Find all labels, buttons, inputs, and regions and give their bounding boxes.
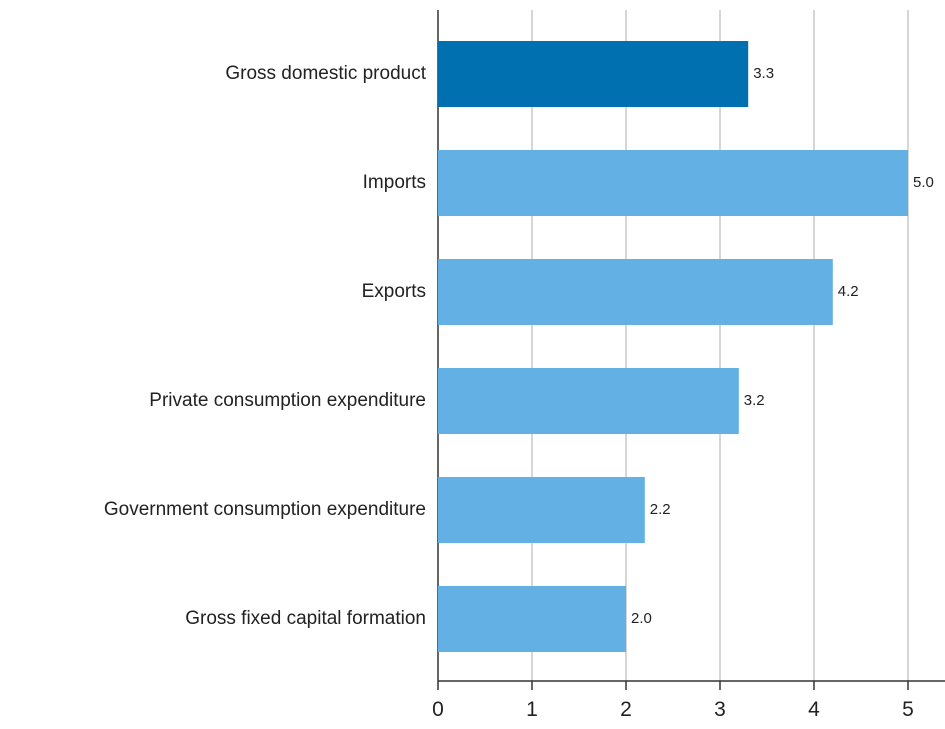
bar-4 xyxy=(438,477,645,543)
bar-1 xyxy=(438,150,908,216)
category-label-1: Imports xyxy=(363,172,426,193)
x-tick-label-0: 0 xyxy=(432,698,444,721)
bar-3 xyxy=(438,368,739,434)
value-label-0: 3.3 xyxy=(753,65,774,82)
category-labels: Gross domestic product Imports Exports Priv… xyxy=(104,63,427,629)
value-label-5: 2.0 xyxy=(631,610,652,627)
x-tick-label-5: 5 xyxy=(902,698,914,721)
x-tick-label-2: 2 xyxy=(620,698,632,721)
bar-0 xyxy=(438,41,749,107)
x-tick-label-3: 3 xyxy=(714,698,726,721)
value-label-3: 3.2 xyxy=(744,392,765,409)
value-labels: 3.3 5.0 4.2 3.2 2.2 2.0 xyxy=(631,65,934,627)
category-label-0: Gross domestic product xyxy=(225,63,426,84)
category-label-2: Exports xyxy=(362,281,426,302)
value-label-4: 2.2 xyxy=(650,501,671,518)
category-label-5: Gross fixed capital formation xyxy=(185,608,426,629)
category-label-3: Private consumption expenditure xyxy=(149,390,426,411)
gridlines xyxy=(437,10,909,681)
x-tick-label-1: 1 xyxy=(526,698,538,721)
x-tick-label-4: 4 xyxy=(808,698,820,721)
bar-2 xyxy=(438,259,833,325)
category-label-4: Government consumption expenditure xyxy=(104,499,426,520)
x-axis: 0 1 2 3 4 5 xyxy=(432,680,945,721)
value-label-1: 5.0 xyxy=(913,174,934,191)
bar-5 xyxy=(438,586,626,652)
value-label-2: 4.2 xyxy=(838,283,859,300)
bars xyxy=(438,41,908,652)
